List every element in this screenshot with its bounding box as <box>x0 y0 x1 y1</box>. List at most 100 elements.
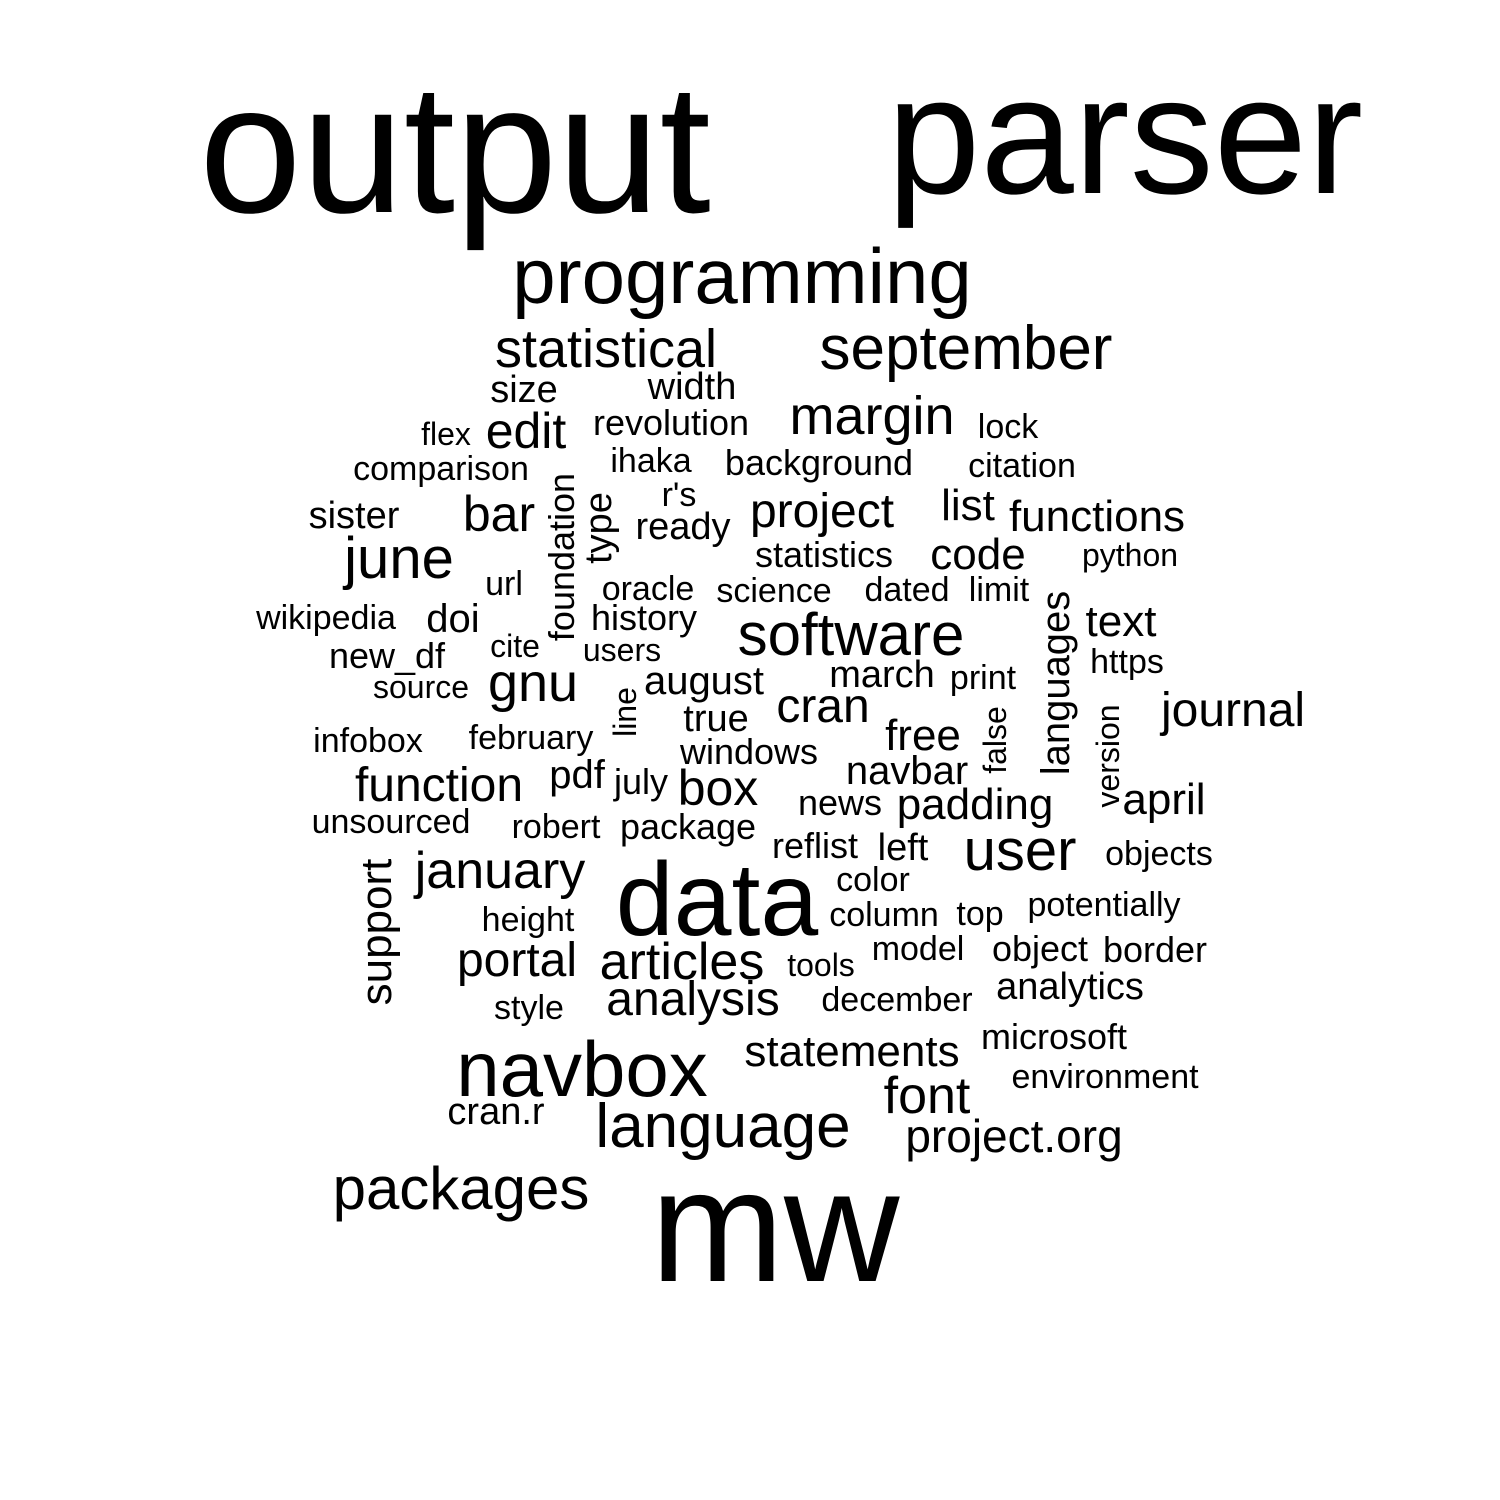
word-navbox: navbox <box>456 1025 708 1113</box>
word-gnu: gnu <box>487 653 579 713</box>
word-february: february <box>468 719 594 757</box>
word-foundation: foundation <box>541 472 582 642</box>
word-sister: sister <box>308 495 400 537</box>
word-citation: citation <box>968 447 1076 485</box>
word-edit: edit <box>485 403 567 459</box>
word-height: height <box>481 901 575 939</box>
word-infobox: infobox <box>313 722 423 760</box>
word-print: print <box>949 659 1017 697</box>
word-border: border <box>1102 929 1208 970</box>
word-data: data <box>615 842 819 958</box>
word-ready: ready <box>635 506 731 548</box>
word-potentially: potentially <box>1027 886 1181 924</box>
word-cite: cite <box>490 628 540 664</box>
word-languages: languages <box>1034 590 1078 776</box>
word-list: list <box>941 481 995 530</box>
word-new_df: new_df <box>328 635 446 676</box>
word-package: package <box>619 806 757 847</box>
word-support: support <box>352 858 401 1006</box>
word-statistics: statistics <box>754 534 894 575</box>
word-true: true <box>683 698 749 740</box>
word-cran: cran <box>776 680 870 733</box>
word-software: software <box>737 601 965 668</box>
word-version: version <box>1090 704 1126 808</box>
word-user: user <box>963 818 1077 883</box>
word-object: object <box>991 928 1089 969</box>
word-wikipedia: wikipedia <box>256 599 396 637</box>
word-dated: dated <box>864 571 950 609</box>
word-ihaka: ihaka <box>610 442 692 480</box>
word-box: box <box>677 760 759 816</box>
word-june: june <box>344 526 454 591</box>
word-function: function <box>354 759 524 812</box>
word-statements: statements <box>744 1027 960 1076</box>
word-type: type <box>578 492 620 564</box>
word-project: project <box>749 485 895 538</box>
word-objects: objects <box>1105 835 1213 873</box>
word-december: december <box>821 981 973 1019</box>
word-functions: functions <box>1008 492 1186 541</box>
word-january: january <box>414 842 586 900</box>
word-windows: windows <box>679 731 819 772</box>
word-text: text <box>1085 597 1157 646</box>
word-limit: limit <box>968 571 1030 609</box>
word-code: code <box>930 530 1026 579</box>
word-statistical: statistical <box>494 319 718 379</box>
word-font: font <box>883 1067 971 1125</box>
word-color: color <box>836 861 910 899</box>
word-comparison: comparison <box>353 450 529 488</box>
word-september: september <box>819 314 1113 383</box>
word-revolution: revolution <box>592 402 750 443</box>
word-false: false <box>977 706 1013 774</box>
word-science: science <box>716 572 832 610</box>
word-language: language <box>595 1092 851 1161</box>
word-users: users <box>582 632 662 668</box>
word-source: source <box>372 669 470 705</box>
word-left: left <box>877 827 929 869</box>
word-cran-r: cran.r <box>447 1091 545 1133</box>
word-python: python <box>1081 537 1179 573</box>
word-portal: portal <box>456 934 578 987</box>
word-journal: journal <box>1160 684 1306 737</box>
word-style: style <box>494 989 564 1027</box>
word-bar: bar <box>462 486 536 542</box>
word-https: https <box>1090 643 1164 681</box>
word-padding: padding <box>896 780 1054 829</box>
word-lock: lock <box>977 408 1039 446</box>
word-news: news <box>797 782 883 823</box>
word-programming: programming <box>512 232 972 320</box>
word-august: august <box>643 659 765 703</box>
word-april: april <box>1122 775 1206 824</box>
word-free: free <box>885 711 961 760</box>
word-analysis: analysis <box>606 973 780 1026</box>
word-mw: mw <box>650 1136 900 1315</box>
word-microsoft: microsoft <box>980 1016 1128 1057</box>
word-output: output <box>199 45 711 251</box>
word-line: line <box>607 687 643 737</box>
word-top: top <box>956 895 1004 933</box>
word-size: size <box>490 369 558 411</box>
word-reflist: reflist <box>771 825 859 866</box>
word-history: history <box>590 597 698 638</box>
word-packages: packages <box>332 1155 590 1222</box>
word-unsourced: unsourced <box>311 803 471 841</box>
word-analytics: analytics <box>996 966 1144 1008</box>
word-parser: parser <box>886 41 1364 229</box>
word-pdf: pdf <box>549 753 605 797</box>
word-july: july <box>613 761 669 802</box>
word-width: width <box>647 366 737 408</box>
word-environment: environment <box>1011 1058 1199 1096</box>
word-url: url <box>485 565 523 603</box>
word-model: model <box>871 930 965 968</box>
word-flex: flex <box>421 416 471 452</box>
word-background: background <box>724 442 914 483</box>
word-doi: doi <box>426 597 480 641</box>
word-rs: r's <box>661 476 697 514</box>
word-oracle: oracle <box>601 570 695 608</box>
word-robert: robert <box>511 808 601 846</box>
word-tools: tools <box>787 947 855 983</box>
word-march: march <box>829 654 935 696</box>
word-articles: articles <box>599 933 765 991</box>
word-column: column <box>829 896 939 934</box>
